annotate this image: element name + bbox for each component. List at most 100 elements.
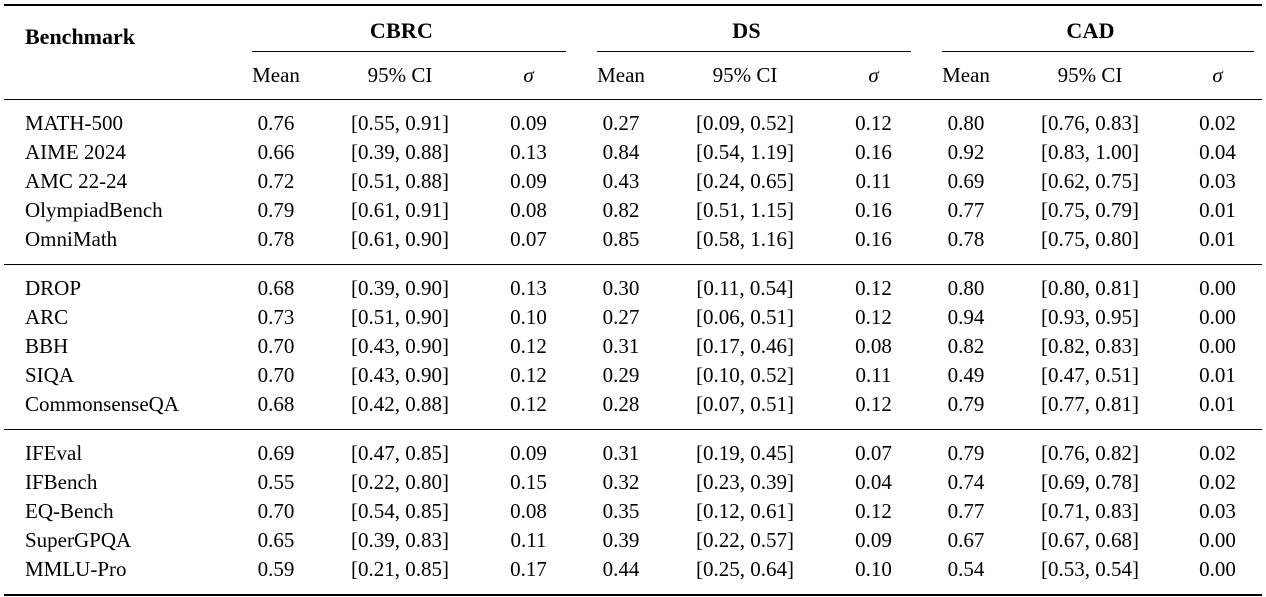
- cad-ci: [0.76, 0.83]: [1041, 111, 1140, 135]
- ds-sigma: 0.16: [855, 198, 892, 222]
- subheader-ds-mean: Mean: [597, 63, 645, 87]
- table-header: Benchmark CBRC DS CAD Mean 95% CI σ M: [4, 5, 1262, 100]
- cbrc-mean: 0.68: [257, 276, 295, 300]
- benchmark-name: SuperGPQA: [25, 528, 132, 552]
- cad-sigma: 0.00: [1199, 305, 1236, 329]
- cad-ci: [0.80, 0.81]: [1041, 276, 1140, 300]
- ds-ci: [0.23, 0.39]: [696, 470, 794, 494]
- cbrc-sigma: 0.10: [510, 305, 547, 329]
- subheader-cbrc-ci: 95% CI: [367, 63, 433, 87]
- ds-ci: [0.17, 0.46]: [696, 334, 794, 358]
- cad-mean: 0.77: [947, 198, 985, 222]
- cbrc-mean: 0.59: [257, 557, 295, 581]
- cad-mean: 0.54: [947, 557, 985, 581]
- group-header-row: Benchmark CBRC DS CAD: [4, 5, 1262, 52]
- group-title-cbrc: CBRC: [369, 18, 434, 43]
- table-row: IFBench 0.55 [0.22, 0.80] 0.15 0.32 [0.2…: [4, 468, 1262, 497]
- subheader-ds-sigma: σ: [868, 63, 879, 87]
- cbrc-mean: 0.76: [257, 111, 295, 135]
- table-row: OlympiadBench 0.79 [0.61, 0.91] 0.08 0.8…: [4, 196, 1262, 225]
- subheader-cad-mean: Mean: [942, 63, 990, 87]
- ds-sigma: 0.12: [855, 305, 892, 329]
- subheader-cad-sigma: σ: [1212, 63, 1223, 87]
- cad-mean: 0.74: [947, 470, 985, 494]
- cbrc-ci: [0.54, 0.85]: [351, 499, 449, 523]
- ds-mean: 0.44: [602, 557, 640, 581]
- table-row: SuperGPQA 0.65 [0.39, 0.83] 0.11 0.39 [0…: [4, 526, 1262, 555]
- benchmark-name: IFEval: [25, 441, 83, 465]
- cad-sigma: 0.02: [1199, 111, 1236, 135]
- cbrc-ci: [0.47, 0.85]: [351, 441, 449, 465]
- cbrc-ci: [0.39, 0.88]: [351, 140, 449, 164]
- ds-ci: [0.07, 0.51]: [696, 392, 794, 416]
- ds-sigma: 0.08: [855, 334, 892, 358]
- cbrc-sigma: 0.15: [510, 470, 547, 494]
- cbrc-ci: [0.61, 0.91]: [351, 198, 449, 222]
- cad-sigma: 0.01: [1199, 363, 1236, 387]
- cbrc-ci: [0.22, 0.80]: [351, 470, 449, 494]
- ds-mean: 0.35: [602, 499, 640, 523]
- cbrc-sigma: 0.17: [510, 557, 547, 581]
- ds-ci: [0.10, 0.52]: [696, 363, 794, 387]
- cad-ci: [0.75, 0.79]: [1041, 198, 1140, 222]
- group-title-cad: CAD: [1066, 18, 1115, 43]
- ds-sigma: 0.07: [855, 441, 892, 465]
- cbrc-ci: [0.43, 0.90]: [351, 334, 449, 358]
- table-row: DROP 0.68 [0.39, 0.90] 0.13 0.30 [0.11, …: [4, 265, 1262, 304]
- cad-ci: [0.71, 0.83]: [1041, 499, 1140, 523]
- ds-ci: [0.51, 1.15]: [696, 198, 794, 222]
- cad-ci: [0.93, 0.95]: [1041, 305, 1140, 329]
- cad-mean: 0.79: [947, 441, 985, 465]
- ds-ci: [0.54, 1.19]: [696, 140, 794, 164]
- cad-mean: 0.80: [947, 276, 985, 300]
- ds-sigma: 0.04: [855, 470, 892, 494]
- cbrc-sigma: 0.12: [510, 392, 547, 416]
- benchmark-column-header: Benchmark: [25, 24, 135, 49]
- table-row: ARC 0.73 [0.51, 0.90] 0.10 0.27 [0.06, 0…: [4, 303, 1262, 332]
- ds-mean: 0.27: [602, 305, 640, 329]
- ds-mean: 0.30: [602, 276, 640, 300]
- subheader-ds-ci: 95% CI: [712, 63, 778, 87]
- cbrc-mean: 0.69: [257, 441, 295, 465]
- ds-ci: [0.25, 0.64]: [696, 557, 794, 581]
- cbrc-mean: 0.70: [257, 363, 295, 387]
- cbrc-ci: [0.55, 0.91]: [351, 111, 449, 135]
- ds-ci: [0.19, 0.45]: [696, 441, 794, 465]
- table-row: EQ-Bench 0.70 [0.54, 0.85] 0.08 0.35 [0.…: [4, 497, 1262, 526]
- group-header-cbrc: CBRC: [229, 5, 574, 52]
- ds-mean: 0.84: [602, 140, 640, 164]
- ds-ci: [0.12, 0.61]: [696, 499, 794, 523]
- cad-mean: 0.94: [947, 305, 985, 329]
- cad-ci: [0.62, 0.75]: [1041, 169, 1140, 193]
- benchmark-name: DROP: [25, 276, 82, 300]
- cad-sigma: 0.01: [1199, 227, 1236, 251]
- group-title-ds: DS: [732, 18, 761, 43]
- cad-sigma: 0.01: [1199, 392, 1236, 416]
- cad-mean: 0.67: [947, 528, 985, 552]
- cbrc-mean: 0.55: [257, 470, 295, 494]
- table-row: OmniMath 0.78 [0.61, 0.90] 0.07 0.85 [0.…: [4, 225, 1262, 265]
- table-row: CommonsenseQA 0.68 [0.42, 0.88] 0.12 0.2…: [4, 390, 1262, 430]
- cad-mean: 0.69: [947, 169, 985, 193]
- benchmark-results-table: Benchmark CBRC DS CAD Mean 95% CI σ M: [4, 4, 1263, 596]
- cad-ci: [0.67, 0.68]: [1041, 528, 1140, 552]
- benchmark-name: BBH: [25, 334, 69, 358]
- cbrc-ci: [0.51, 0.88]: [351, 169, 449, 193]
- benchmark-name: IFBench: [25, 470, 98, 494]
- cad-ci: [0.76, 0.82]: [1041, 441, 1140, 465]
- ds-mean: 0.31: [602, 441, 640, 465]
- section-instruction-knowledge-benchmarks: IFEval 0.69 [0.47, 0.85] 0.09 0.31 [0.19…: [4, 429, 1263, 596]
- ds-mean: 0.85: [602, 227, 640, 251]
- table-row: MMLU-Pro 0.59 [0.21, 0.85] 0.17 0.44 [0.…: [4, 555, 1262, 595]
- ds-mean: 0.28: [602, 392, 640, 416]
- ds-sigma: 0.16: [855, 140, 892, 164]
- benchmark-name: SIQA: [25, 363, 75, 387]
- cbrc-sigma: 0.13: [510, 140, 547, 164]
- cbrc-sigma: 0.09: [510, 441, 547, 465]
- benchmark-name: AMC 22-24: [25, 169, 128, 193]
- cad-sigma: 0.00: [1199, 276, 1236, 300]
- ds-mean: 0.39: [602, 528, 640, 552]
- ds-underline-rule: [597, 51, 912, 52]
- ds-ci: [0.58, 1.16]: [696, 227, 794, 251]
- ds-ci: [0.22, 0.57]: [696, 528, 794, 552]
